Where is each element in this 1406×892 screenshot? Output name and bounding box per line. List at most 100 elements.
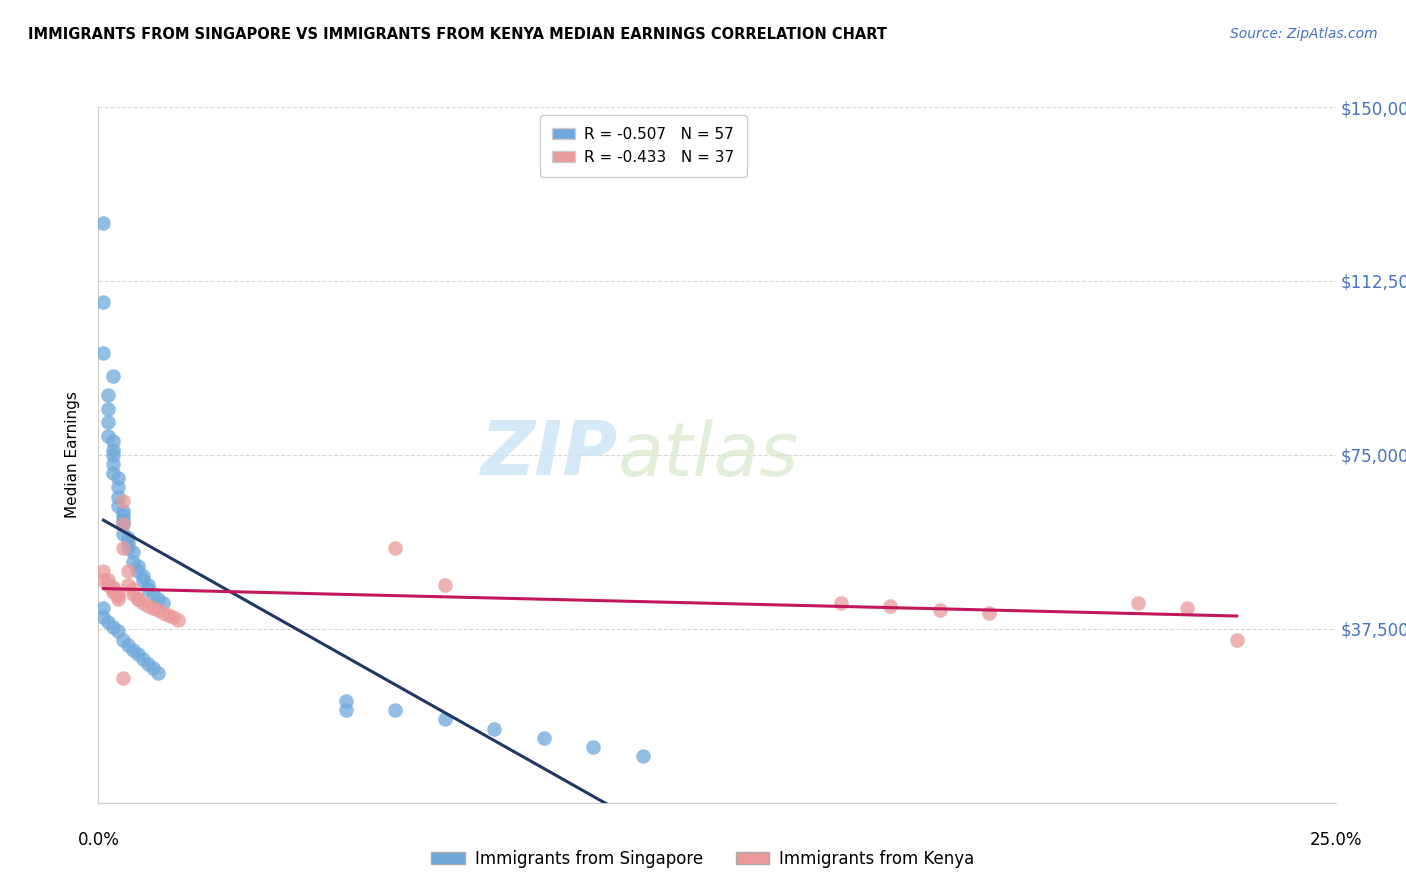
Point — [93, 601, 115, 615]
Point — [97, 401, 120, 416]
Point — [93, 610, 115, 624]
Point — [335, 703, 357, 717]
Point — [142, 661, 165, 675]
Point — [132, 652, 155, 666]
Point — [928, 603, 950, 617]
Point — [146, 603, 169, 617]
Point — [107, 624, 129, 639]
Point — [112, 494, 135, 508]
Point — [132, 568, 155, 582]
Point — [103, 443, 125, 458]
Point — [1126, 596, 1149, 610]
Point — [93, 564, 115, 578]
Point — [136, 578, 159, 592]
Point — [117, 564, 139, 578]
Point — [112, 508, 135, 523]
Point — [156, 607, 179, 622]
Point — [582, 740, 605, 755]
Point — [979, 606, 1001, 620]
Point — [136, 582, 159, 597]
Point — [93, 573, 115, 587]
Point — [107, 499, 129, 513]
Point — [132, 596, 155, 610]
Text: ZIP: ZIP — [481, 418, 619, 491]
Point — [484, 722, 506, 736]
Point — [112, 541, 135, 555]
Point — [1226, 633, 1249, 648]
Point — [103, 369, 125, 384]
Point — [103, 448, 125, 462]
Point — [97, 573, 120, 587]
Point — [97, 387, 120, 401]
Text: 0.0%: 0.0% — [77, 830, 120, 848]
Point — [335, 694, 357, 708]
Point — [533, 731, 555, 745]
Point — [103, 457, 125, 471]
Point — [117, 541, 139, 555]
Text: 25.0%: 25.0% — [1309, 830, 1362, 848]
Point — [879, 599, 901, 613]
Point — [112, 526, 135, 541]
Point — [103, 619, 125, 633]
Point — [122, 555, 145, 569]
Point — [117, 536, 139, 550]
Point — [122, 582, 145, 597]
Point — [103, 434, 125, 448]
Point — [107, 490, 129, 504]
Point — [117, 532, 139, 546]
Point — [142, 601, 165, 615]
Point — [142, 587, 165, 601]
Point — [112, 503, 135, 517]
Point — [117, 638, 139, 652]
Point — [162, 610, 184, 624]
Point — [127, 591, 149, 606]
Text: Source: ZipAtlas.com: Source: ZipAtlas.com — [1230, 27, 1378, 41]
Point — [103, 584, 125, 599]
Point — [107, 590, 129, 604]
Point — [93, 346, 115, 360]
Point — [122, 587, 145, 601]
Point — [146, 665, 169, 680]
Point — [384, 541, 406, 555]
Legend: Immigrants from Singapore, Immigrants from Kenya: Immigrants from Singapore, Immigrants fr… — [425, 844, 981, 875]
Point — [132, 573, 155, 587]
Point — [127, 564, 149, 578]
Point — [830, 596, 852, 610]
Point — [97, 429, 120, 443]
Point — [166, 613, 188, 627]
Point — [97, 615, 120, 629]
Point — [1175, 601, 1198, 615]
Point — [97, 416, 120, 430]
Point — [107, 591, 129, 606]
Point — [433, 578, 456, 592]
Point — [127, 559, 149, 574]
Point — [97, 578, 120, 592]
Point — [127, 591, 149, 606]
Legend: R = -0.507   N = 57, R = -0.433   N = 37: R = -0.507 N = 57, R = -0.433 N = 37 — [540, 115, 747, 177]
Point — [384, 703, 406, 717]
Point — [112, 671, 135, 685]
Point — [136, 657, 159, 671]
Point — [127, 648, 149, 662]
Point — [152, 606, 174, 620]
Point — [103, 582, 125, 597]
Point — [93, 294, 115, 309]
Point — [107, 587, 129, 601]
Text: IMMIGRANTS FROM SINGAPORE VS IMMIGRANTS FROM KENYA MEDIAN EARNINGS CORRELATION C: IMMIGRANTS FROM SINGAPORE VS IMMIGRANTS … — [28, 27, 887, 42]
Point — [112, 633, 135, 648]
Point — [107, 480, 129, 494]
Point — [136, 599, 159, 613]
Point — [112, 517, 135, 532]
Point — [122, 545, 145, 559]
Y-axis label: Median Earnings: Median Earnings — [65, 392, 80, 518]
Point — [631, 749, 654, 764]
Point — [146, 591, 169, 606]
Point — [112, 517, 135, 532]
Text: atlas: atlas — [619, 419, 800, 491]
Point — [433, 712, 456, 726]
Point — [103, 580, 125, 594]
Point — [93, 216, 115, 230]
Point — [103, 467, 125, 481]
Point — [112, 513, 135, 527]
Point — [107, 471, 129, 485]
